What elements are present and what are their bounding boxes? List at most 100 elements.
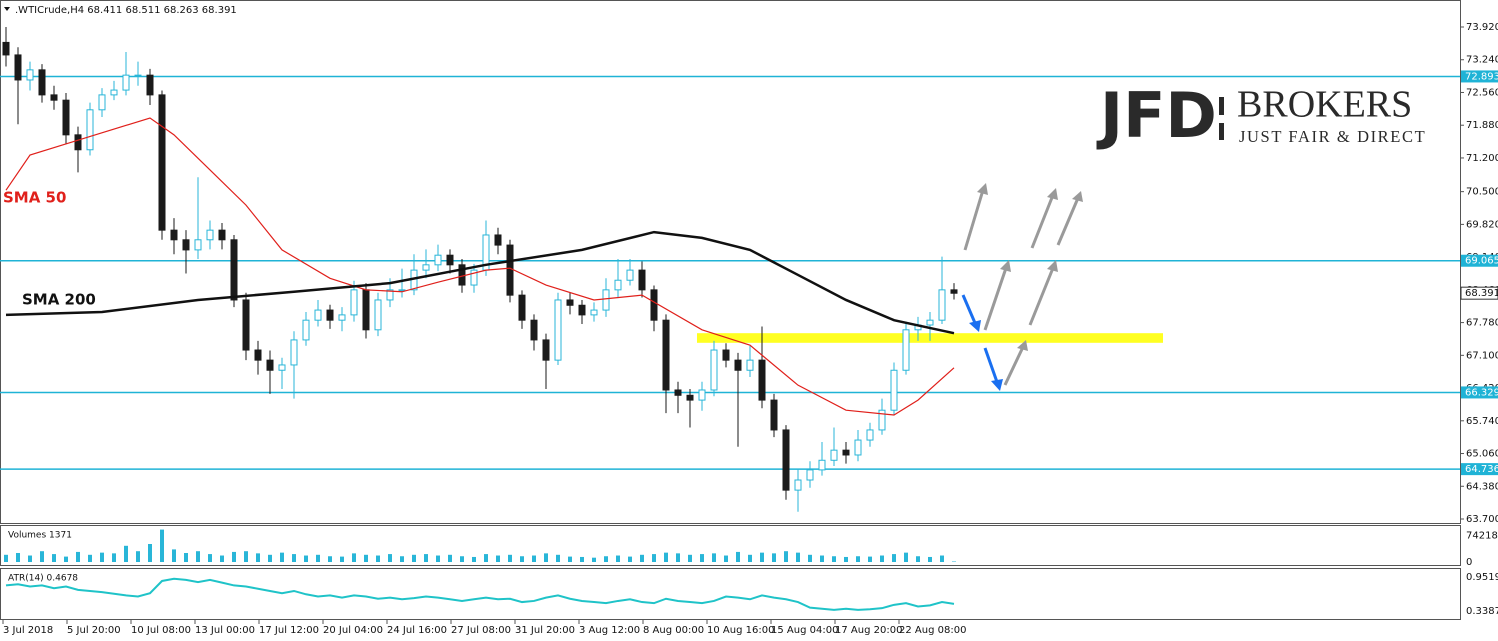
y-tick-label: 65.060 [1466, 449, 1498, 460]
candle-body [219, 230, 225, 240]
candle-body [723, 350, 729, 360]
x-tick-label: 8 Aug 00:00 [643, 625, 704, 636]
volume-tick-label: 74218 [1466, 530, 1498, 541]
volume-bar [592, 558, 596, 562]
volume-bar [40, 551, 44, 562]
x-tick-label: 17 Aug 20:00 [835, 625, 902, 636]
candle-body [3, 42, 9, 55]
volume-bar [316, 555, 320, 562]
candle-body [207, 230, 213, 240]
candle-body [315, 310, 321, 320]
volume-bar [244, 551, 248, 562]
volume-bar [844, 557, 848, 562]
volume-bar [112, 553, 116, 562]
volume-label: Volumes 1371 [8, 531, 72, 541]
volume-bar [4, 555, 8, 562]
y-tick-label: 65.740 [1466, 416, 1498, 427]
volume-bar [52, 554, 56, 562]
candle-body [531, 320, 537, 340]
candle-body [423, 265, 429, 270]
candle-body [603, 290, 609, 310]
y-tick-label: 63.700 [1466, 514, 1498, 525]
candle-body [39, 70, 45, 95]
volume-bar [736, 552, 740, 562]
candle-body [15, 55, 21, 80]
candle-body [591, 310, 597, 315]
y-tick-label: 67.100 [1466, 350, 1498, 361]
volume-bar [796, 553, 800, 562]
volume-bar [832, 556, 836, 562]
logo-brand: JFD [1096, 79, 1217, 152]
candle-body [687, 395, 693, 400]
volume-bar [424, 554, 428, 562]
candle-body [507, 245, 513, 295]
volume-tick-label: 0 [1466, 557, 1472, 568]
atr-label: ATR(14) 0.4678 [8, 574, 78, 584]
volume-bar [808, 555, 812, 562]
volume-bar [460, 556, 464, 562]
candle-body [363, 290, 369, 330]
volume-bar [328, 556, 332, 562]
volume-bar [604, 556, 608, 562]
y-tick-label: 71.200 [1466, 153, 1498, 164]
x-tick-label: 22 Aug 08:00 [899, 625, 966, 636]
y-tick-label: 73.240 [1466, 55, 1498, 66]
y-tick-label: 67.780 [1466, 318, 1498, 329]
candle-body [555, 300, 561, 360]
y-tick-label: 73.920 [1466, 22, 1498, 33]
candle-body [303, 320, 309, 340]
candle-body [543, 340, 549, 360]
volume-bar [76, 552, 80, 562]
volume-bar [88, 555, 92, 562]
x-tick-label: 27 Jul 08:00 [451, 625, 511, 636]
volume-bar [748, 555, 752, 562]
volume-bar [652, 554, 656, 562]
candle-body [231, 240, 237, 300]
volume-bar [508, 555, 512, 562]
volume-bar [172, 549, 176, 562]
y-tick-label: 71.880 [1466, 120, 1498, 131]
y-tick-label: 69.820 [1466, 219, 1498, 230]
volume-bar [784, 551, 788, 562]
x-tick-label: 17 Jul 12:00 [259, 625, 319, 636]
atr-tick-label: 0.9519 [1466, 572, 1498, 583]
candle-body [183, 240, 189, 250]
logo-gap [1219, 115, 1224, 123]
level-label: 64.736 [1465, 464, 1498, 475]
candle-body [339, 315, 345, 320]
candle-body [615, 280, 621, 290]
volume-bar [148, 544, 152, 562]
x-tick-label: 15 Aug 04:00 [771, 625, 838, 636]
sma200-label: SMA 200 [22, 291, 96, 309]
candle-body [255, 350, 261, 360]
volume-bar [868, 557, 872, 562]
candle-body [735, 360, 741, 370]
volume-bar [904, 553, 908, 562]
candle-body [567, 300, 573, 305]
candle-body [27, 70, 33, 80]
volume-bar [196, 551, 200, 562]
candle-body [699, 390, 705, 400]
candle-body [63, 100, 69, 135]
candle-body [447, 255, 453, 265]
candle-body [87, 110, 93, 150]
candle-body [279, 365, 285, 370]
x-tick-label: 10 Aug 16:00 [707, 625, 774, 636]
x-tick-label: 31 Jul 20:00 [515, 625, 575, 636]
x-tick-label: 24 Jul 16:00 [387, 625, 447, 636]
volume-bar [856, 556, 860, 562]
candle-body [831, 450, 837, 460]
candle-body [627, 270, 633, 280]
candle-body [891, 370, 897, 410]
volume-bar [220, 556, 224, 562]
volume-bar [616, 556, 620, 562]
candle-body [75, 135, 81, 150]
volume-bar [916, 556, 920, 562]
volume-bar [28, 556, 32, 562]
volume-bar [892, 554, 896, 562]
x-tick-label: 13 Jul 00:00 [195, 625, 255, 636]
volume-bar [64, 557, 68, 562]
volume-bar [280, 553, 284, 562]
volume-bar [928, 557, 932, 562]
